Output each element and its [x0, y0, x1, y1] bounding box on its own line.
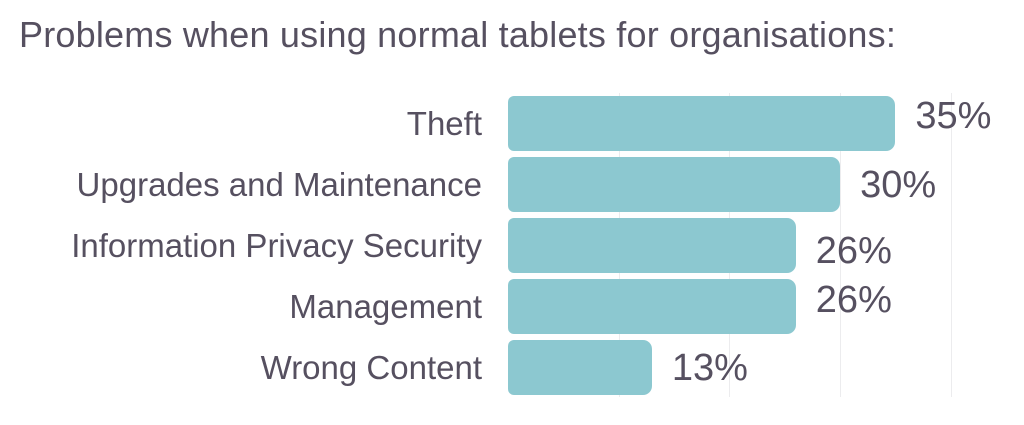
value-label-management: 26%	[815, 278, 892, 321]
value-label-theft: 35%	[915, 94, 992, 137]
category-label-theft: Theft	[406, 105, 482, 142]
bar-wrong-content	[508, 340, 652, 395]
bar-row-information-privacy-security: Information Privacy Security 26%	[0, 215, 1024, 276]
bar-chart: Theft 35% Upgrades and Maintenance 30% I…	[0, 93, 1024, 398]
bar-area: 13%	[508, 337, 1024, 398]
category-label-wrong-content: Wrong Content	[260, 349, 482, 386]
bar-row-management: Management 26%	[0, 276, 1024, 337]
chart-title: Problems when using normal tablets for o…	[19, 14, 897, 55]
bar-area: 30%	[508, 154, 1024, 215]
category-label-upgrades-and-maintenance: Upgrades and Maintenance	[76, 166, 482, 203]
bar-rows: Theft 35% Upgrades and Maintenance 30% I…	[0, 93, 1024, 398]
bar-row-upgrades-and-maintenance: Upgrades and Maintenance 30%	[0, 154, 1024, 215]
category-label-information-privacy-security: Information Privacy Security	[71, 227, 482, 264]
value-label-upgrades-and-maintenance: 30%	[860, 163, 937, 206]
bar-row-theft: Theft 35%	[0, 93, 1024, 154]
bar-management	[508, 279, 796, 334]
bar-row-wrong-content: Wrong Content 13%	[0, 337, 1024, 398]
value-label-information-privacy-security: 26%	[815, 229, 892, 272]
bar-information-privacy-security	[508, 218, 796, 273]
bar-area: 26%	[508, 276, 1024, 337]
bar-area: 26%	[508, 215, 1024, 276]
bar-theft	[508, 96, 896, 151]
value-label-wrong-content: 13%	[671, 346, 748, 389]
bar-area: 35%	[508, 93, 1024, 154]
category-label-management: Management	[289, 288, 482, 325]
bar-upgrades-and-maintenance	[508, 157, 841, 212]
